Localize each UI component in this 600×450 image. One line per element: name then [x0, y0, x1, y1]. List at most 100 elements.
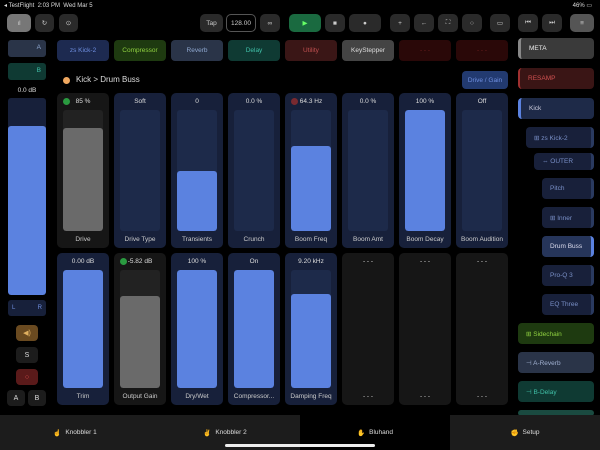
- parameter-cell[interactable]: 64.3 Hz Boom Freq: [285, 93, 337, 248]
- chain-item[interactable]: ⊞ zs Kick-2: [526, 127, 594, 148]
- plugin-slot[interactable]: KeyStepper: [342, 40, 394, 61]
- a-button[interactable]: A: [7, 390, 25, 406]
- parameter-cell[interactable]: 85 % Drive: [57, 93, 109, 248]
- parameter-cell[interactable]: 100 % Boom Decay: [399, 93, 451, 248]
- tap-button[interactable]: Tap: [200, 14, 223, 32]
- parameter-cell[interactable]: -5.82 dB Output Gain: [114, 253, 166, 405]
- parameter-value: - - -: [476, 258, 488, 265]
- parameter-slider[interactable]: [348, 110, 388, 231]
- hand-icon: ✊: [510, 429, 519, 437]
- chain-item[interactable]: ⊞ Sidechain: [518, 323, 594, 344]
- meter-button[interactable]: ıl: [7, 14, 31, 32]
- tab-setup[interactable]: ✊ Setup: [450, 415, 600, 450]
- parameter-value: Soft: [134, 98, 146, 105]
- parameter-slider[interactable]: [462, 110, 502, 231]
- parameter-slider[interactable]: [234, 110, 274, 231]
- chain-item[interactable]: Drum Buss: [542, 236, 594, 257]
- plugin-slot[interactable]: Compressor: [114, 40, 166, 61]
- chain-item[interactable]: ⊣ A-Reverb: [518, 352, 594, 373]
- parameter-fill: [63, 128, 103, 231]
- parameter-label: Trim: [76, 393, 90, 400]
- parameter-value: 85 %: [75, 98, 91, 105]
- chain-item[interactable]: Kick: [518, 98, 594, 119]
- parameter-cell[interactable]: Off Boom Audition: [456, 93, 508, 248]
- parameter-cell[interactable]: 9.20 kHz Damping Freq: [285, 253, 337, 405]
- fullscreen-icon[interactable]: ⛶: [438, 14, 458, 32]
- parameter-cell[interactable]: - - - - - -: [399, 253, 451, 405]
- loop-icon[interactable]: ↻: [35, 14, 54, 32]
- chain-item-partial[interactable]: [518, 410, 594, 416]
- parameter-label: Crunch: [243, 236, 265, 243]
- parameter-slider[interactable]: [405, 110, 445, 231]
- parameter-slider[interactable]: [291, 270, 331, 388]
- tab-knobbler-1[interactable]: ☝ Knobbler 1: [0, 415, 150, 450]
- plugin-slot[interactable]: - - -: [399, 40, 451, 61]
- parameter-value: 0.0 %: [245, 98, 263, 105]
- parameter-value: 9.20 kHz: [298, 258, 324, 265]
- parameter-cell[interactable]: 100 % Dry/Wet: [171, 253, 223, 405]
- b-button[interactable]: B: [28, 390, 46, 406]
- drive-gain-page-button[interactable]: Drive / Gain: [462, 71, 508, 89]
- plugin-slot[interactable]: - - -: [456, 40, 508, 61]
- chain-item[interactable]: META: [518, 38, 594, 59]
- chain-item[interactable]: ⇔ OUTER: [534, 153, 594, 170]
- parameter-slider[interactable]: [120, 110, 160, 231]
- stop-button[interactable]: ■: [325, 14, 345, 32]
- parameter-cell[interactable]: Soft Drive Type: [114, 93, 166, 248]
- parameter-slider[interactable]: [234, 270, 274, 388]
- next-icon[interactable]: ⏭: [542, 14, 562, 32]
- parameter-cell[interactable]: On Compressor...: [228, 253, 280, 405]
- solo-button[interactable]: S: [16, 347, 38, 363]
- screen-icon[interactable]: ▭: [490, 14, 510, 32]
- gain-slider[interactable]: [8, 98, 46, 295]
- parameter-cell[interactable]: 0.0 % Boom Amt: [342, 93, 394, 248]
- circle-button[interactable]: ○: [462, 14, 482, 32]
- back-button[interactable]: ←: [414, 14, 434, 32]
- chain-item[interactable]: Pro-Q 3: [542, 265, 594, 286]
- chain-item[interactable]: Pitch: [542, 178, 594, 199]
- parameter-label: Dry/Wet: [185, 393, 209, 400]
- parameter-slider[interactable]: [63, 270, 103, 388]
- parameter-slider[interactable]: [120, 270, 160, 388]
- parameter-slider[interactable]: [177, 270, 217, 388]
- plugin-slot[interactable]: Utility: [285, 40, 337, 61]
- plugin-slot[interactable]: Delay: [228, 40, 280, 61]
- plugin-slot[interactable]: zs Kick-2: [57, 40, 109, 61]
- speaker-icon[interactable]: ◀): [16, 325, 38, 341]
- parameter-fill: [63, 270, 103, 388]
- parameter-slider[interactable]: [177, 110, 217, 231]
- parameter-label: Drive: [75, 236, 91, 243]
- send-a-button[interactable]: A: [8, 40, 46, 57]
- record-arm-button[interactable]: ○: [16, 369, 38, 385]
- parameter-cell[interactable]: 0.0 % Crunch: [228, 93, 280, 248]
- status-dot: [63, 98, 70, 105]
- chain-item[interactable]: ⊞ Inner: [542, 207, 594, 228]
- menu-icon[interactable]: ≡: [570, 14, 594, 32]
- chain-item[interactable]: RESAMP: [518, 68, 594, 89]
- parameter-cell[interactable]: 0.00 dB Trim: [57, 253, 109, 405]
- add-button[interactable]: +: [390, 14, 410, 32]
- settings-icon[interactable]: ⊙: [59, 14, 78, 32]
- record-button[interactable]: ●: [349, 14, 381, 32]
- tab-label: Knobbler 2: [215, 429, 247, 436]
- parameter-value: -5.82 dB: [127, 258, 153, 265]
- chain-item[interactable]: ⊣ B-Delay: [518, 381, 594, 402]
- parameter-label: Transients: [181, 236, 213, 243]
- parameter-cell[interactable]: 0 Transients: [171, 93, 223, 248]
- send-b-button[interactable]: B: [8, 63, 46, 80]
- parameter-slider[interactable]: [63, 110, 103, 231]
- parameter-label: - - -: [419, 393, 431, 400]
- parameter-value: 0.0 %: [359, 98, 377, 105]
- play-button[interactable]: ▶: [289, 14, 321, 32]
- chain-item[interactable]: EQ Three: [542, 294, 594, 315]
- parameter-fill: [405, 110, 445, 231]
- plugin-slot[interactable]: Reverb: [171, 40, 223, 61]
- bpm-field[interactable]: 128.00: [226, 14, 256, 32]
- link-button[interactable]: ∞: [260, 14, 280, 32]
- parameter-cell[interactable]: - - - - - -: [456, 253, 508, 405]
- previous-icon[interactable]: ⏮: [518, 14, 538, 32]
- parameter-value: Off: [477, 98, 487, 105]
- parameter-cell[interactable]: - - - - - -: [342, 253, 394, 405]
- parameter-slider[interactable]: [291, 110, 331, 231]
